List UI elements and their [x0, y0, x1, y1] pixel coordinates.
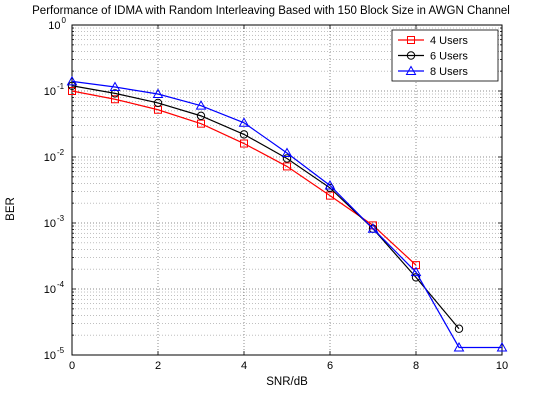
- series-6-users: [67, 81, 464, 333]
- data-point: [454, 324, 464, 333]
- legend-label: 8 Users: [430, 66, 468, 78]
- data-point: [411, 273, 421, 282]
- data-point: [66, 75, 78, 86]
- y-tick-label: 10: [44, 152, 56, 164]
- data-point: [111, 95, 119, 104]
- y-tick-label: 10: [44, 218, 56, 230]
- data-point: [109, 81, 121, 91]
- legend-marker: [406, 51, 416, 60]
- series-line: [71, 85, 460, 330]
- data-point: [67, 81, 77, 90]
- series-8-users: [66, 75, 508, 352]
- x-tick-label: 8: [413, 360, 419, 372]
- y-tick-exponent: -3: [57, 214, 65, 223]
- legend-item: 6 Users: [398, 51, 468, 63]
- x-tick-label: 4: [241, 360, 247, 372]
- data-point: [153, 98, 163, 108]
- data-point: [196, 111, 206, 121]
- legend-label: 6 Users: [430, 51, 468, 63]
- data-point: [367, 223, 379, 233]
- data-point: [195, 100, 207, 110]
- data-point: [453, 341, 465, 352]
- chart-title: Performance of IDMA with Random Interlea…: [32, 5, 510, 17]
- y-tick-label: 10: [44, 86, 56, 98]
- y-axis-label: BER: [5, 197, 17, 221]
- x-tick-label: 10: [496, 360, 508, 372]
- data-point: [68, 87, 76, 95]
- ticks: [71, 24, 503, 356]
- data-point: [240, 139, 248, 148]
- y-tick-exponent: -2: [57, 148, 65, 157]
- series-line: [71, 80, 502, 349]
- data-point: [281, 147, 293, 157]
- x-tick-label: 2: [155, 360, 161, 372]
- y-tick-exponent: 0: [62, 16, 67, 25]
- y-tick-label: 10: [48, 20, 60, 32]
- x-tick-label: 6: [327, 360, 333, 372]
- legend-item: 4 Users: [398, 35, 468, 47]
- y-tick-exponent: -4: [57, 280, 65, 289]
- axes-box: [71, 24, 503, 356]
- y-tick-exponent: -1: [57, 82, 65, 91]
- legend: 4 Users 6 Users 8 Users: [391, 29, 499, 82]
- legend-item: 8 Users: [398, 65, 468, 78]
- data-point: [239, 130, 249, 139]
- data-point: [197, 119, 205, 128]
- y-tick-label: 10: [44, 284, 56, 296]
- y-tick-label: 10: [44, 350, 56, 362]
- data-point: [283, 162, 291, 171]
- data-point: [496, 341, 508, 352]
- legend-marker: [407, 36, 415, 44]
- data-point: [110, 89, 120, 98]
- data-point: [152, 88, 164, 99]
- y-tick-exponent: -5: [57, 346, 65, 355]
- data-point: [238, 117, 250, 127]
- data-point: [324, 179, 336, 190]
- legend-label: 4 Users: [430, 35, 468, 47]
- data-point: [282, 154, 292, 163]
- x-tick-label: 0: [69, 360, 75, 372]
- data-point: [410, 266, 422, 277]
- legend-marker: [405, 65, 417, 75]
- x-axis-label: SNR/dB: [266, 376, 308, 388]
